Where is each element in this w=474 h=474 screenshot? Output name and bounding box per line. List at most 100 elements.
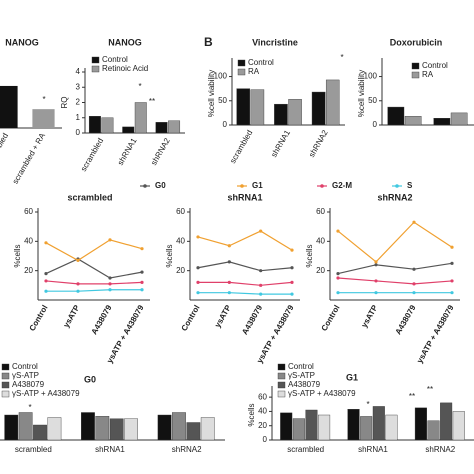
point [374, 291, 378, 295]
y-tick-label: 60 [258, 392, 267, 401]
annotation: * [340, 53, 343, 62]
x-tick-label: ysATP + A438079 [415, 303, 456, 365]
x-tick-label: scrambled [228, 129, 254, 165]
annotation: * [42, 95, 45, 104]
annotation: ** [427, 385, 433, 394]
legend-label: A438079 [12, 380, 45, 389]
y-tick-label: 20 [258, 421, 267, 430]
x-tick-label: scrambled + RA [11, 131, 48, 186]
line [197, 261, 293, 272]
line [337, 262, 453, 275]
chart-title: shRNA2 [377, 192, 412, 202]
legend-marker [240, 184, 244, 188]
bar [155, 122, 168, 134]
legend-label: γS-ATP + A438079 [12, 389, 80, 398]
bar [32, 109, 55, 128]
y-axis-label: %cells [305, 244, 314, 267]
bar [325, 79, 340, 126]
line [337, 221, 453, 263]
point [374, 279, 378, 283]
point [227, 260, 231, 264]
x-tick-label: shRNA1 [95, 445, 125, 454]
point [259, 283, 263, 287]
y-tick-label: 20 [316, 266, 325, 275]
annotation: * [28, 403, 31, 412]
point [336, 276, 340, 280]
legend-swatch [1, 390, 10, 398]
y-tick-label: 50 [218, 96, 227, 105]
y-tick-label: 20 [176, 266, 185, 275]
bar [186, 422, 201, 441]
y-tick-label: 40 [258, 407, 267, 416]
point [44, 289, 48, 293]
point [336, 272, 340, 276]
point [227, 280, 231, 284]
point [108, 238, 112, 242]
y-tick-label: 60 [24, 207, 33, 216]
annotation: ** [409, 392, 415, 401]
line [45, 239, 143, 262]
point [196, 235, 200, 239]
chart-title: scrambled [67, 192, 112, 202]
annotation: ** [149, 97, 155, 106]
y-tick-label: 40 [316, 236, 325, 245]
legend-swatch [277, 363, 286, 371]
x-tick-label: scrambled [287, 445, 324, 454]
legend-swatch [1, 363, 10, 371]
bar [88, 116, 101, 134]
legend-swatch [237, 59, 246, 67]
x-tick-label: shRNA1 [269, 128, 292, 159]
bar [124, 418, 138, 441]
x-tick-label: shRNA2 [425, 445, 455, 454]
bar [387, 106, 405, 126]
bar [414, 407, 427, 441]
panel-label: B [204, 35, 213, 49]
bar [288, 99, 302, 126]
y-axis-label: %cells [247, 403, 256, 426]
legend-swatch [237, 68, 246, 76]
legend-label: A438079 [288, 380, 321, 389]
y-tick-label: 60 [176, 207, 185, 216]
legend-label: Control [422, 61, 448, 70]
point [196, 291, 200, 295]
chart-title: Vincristine [252, 37, 298, 47]
chart-title: NANOG [5, 37, 39, 47]
point [259, 269, 263, 273]
y-tick-label: 60 [316, 207, 325, 216]
y-tick-label: 1 [76, 113, 81, 122]
bar [440, 402, 453, 441]
bar [95, 416, 110, 441]
line [198, 281, 293, 286]
y-axis-label: %cells [165, 244, 174, 267]
x-tick-label: Control [28, 304, 50, 333]
legend-swatch [277, 390, 286, 398]
legend-swatch [411, 62, 420, 70]
point [140, 288, 144, 292]
bar [200, 417, 215, 441]
point [108, 276, 112, 280]
bar [433, 118, 451, 126]
point [76, 258, 80, 262]
legend-marker [143, 184, 147, 188]
annotation: * [366, 400, 369, 409]
point [259, 229, 263, 233]
point [44, 241, 48, 245]
x-tick-label: shRNA2 [307, 128, 330, 159]
point [108, 288, 112, 292]
legend-label: γS-ATP [12, 371, 39, 380]
legend-swatch [91, 56, 100, 64]
legend-label: G0 [155, 181, 166, 190]
point [76, 282, 80, 286]
point [412, 282, 416, 286]
line [337, 277, 453, 285]
point [227, 244, 231, 248]
legend-label: G1 [252, 181, 263, 190]
y-tick-label: 0 [76, 128, 81, 137]
chart-title: G0 [84, 374, 96, 384]
bar [47, 417, 62, 441]
chart-title: G1 [346, 372, 358, 382]
point [450, 245, 454, 249]
x-tick-label: A438079 [240, 303, 264, 336]
y-axis-label: %cell viability [357, 70, 366, 118]
